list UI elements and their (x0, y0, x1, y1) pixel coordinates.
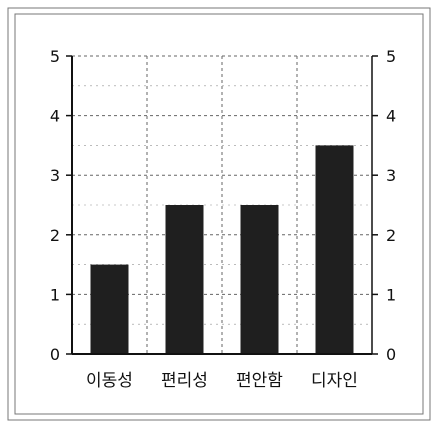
outer-frame (7, 7, 431, 421)
y-tick-label-right: 3 (386, 166, 396, 185)
y-tick-label-right: 4 (386, 107, 396, 126)
y-tick-label-right: 5 (386, 47, 396, 66)
bar (90, 264, 129, 354)
y-tick-label-left: 3 (50, 166, 60, 185)
labels: 0 0 1 1 2 2 3 3 4 4 5 5 이동성 편리성 편안함 디자인 (50, 47, 396, 391)
y-tick-label-left: 0 (50, 345, 60, 364)
axes (66, 55, 378, 355)
x-category-label: 이동성 (86, 371, 133, 391)
y-tick-label-left: 1 (50, 285, 60, 304)
y-tick-label-left: 4 (50, 107, 60, 126)
y-tick-label-right: 1 (386, 285, 396, 304)
inner-frame (14, 13, 424, 415)
y-tick-label-left: 2 (50, 226, 60, 245)
bar (240, 205, 279, 354)
bars (90, 145, 354, 354)
x-category-label: 편안함 (236, 371, 283, 391)
bar (165, 205, 204, 354)
grid-layer (72, 55, 372, 354)
x-category-label: 편리성 (161, 371, 208, 391)
y-tick-label-left: 5 (50, 47, 60, 66)
y-tick-label-right: 0 (386, 345, 396, 364)
bar (315, 145, 354, 354)
y-tick-label-right: 2 (386, 226, 396, 245)
x-category-label: 디자인 (311, 371, 358, 391)
